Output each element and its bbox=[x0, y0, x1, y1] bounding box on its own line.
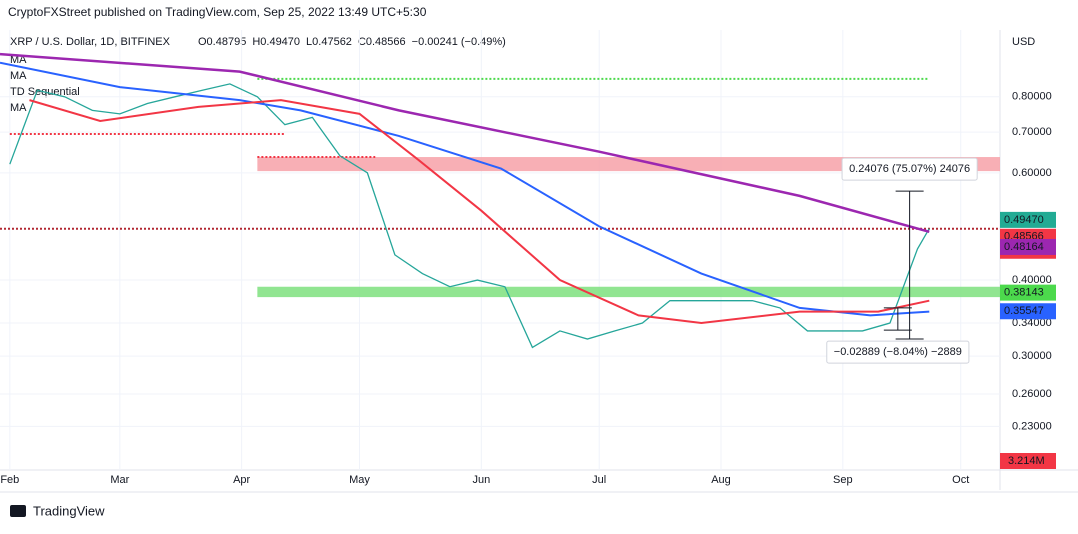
y-tick-label: 0.34000 bbox=[1012, 317, 1052, 329]
x-tick-label: Sep bbox=[833, 474, 853, 486]
ohlc: H0.49470 bbox=[252, 36, 300, 48]
indicator-label: MA bbox=[10, 102, 27, 114]
x-tick-label: Oct bbox=[952, 474, 969, 486]
ohlc: O0.48795 bbox=[198, 36, 246, 48]
price-label-box bbox=[1000, 238, 1056, 255]
measure-label: −0.02889 (−8.04%) −2889 bbox=[834, 346, 962, 358]
x-tick-label: May bbox=[349, 474, 370, 486]
measure-box bbox=[826, 340, 970, 364]
series-line bbox=[29, 99, 930, 325]
y-tick-label: 0.40000 bbox=[1012, 274, 1052, 286]
logo bbox=[10, 505, 26, 517]
zone bbox=[257, 286, 1000, 298]
price-label-box bbox=[1000, 284, 1056, 301]
x-tick-label: Feb bbox=[0, 474, 19, 486]
y-tick-label: 0.70000 bbox=[1012, 126, 1052, 138]
series-line bbox=[0, 52, 930, 234]
footer-brand: TradingView bbox=[33, 503, 105, 518]
publish-note: CryptoFXStreet published on TradingView.… bbox=[8, 5, 427, 19]
indicator-label: MA bbox=[10, 70, 27, 82]
price-label: 0.38143 bbox=[1004, 287, 1044, 299]
y-tick-label: 0.23000 bbox=[1012, 420, 1052, 432]
volume-label-box bbox=[1000, 453, 1056, 469]
series-line bbox=[0, 61, 930, 317]
zone bbox=[257, 157, 1000, 172]
currency: USD bbox=[1012, 36, 1035, 48]
price-label: 0.49470 bbox=[1004, 214, 1044, 226]
x-tick-label: Aug bbox=[711, 474, 731, 486]
volume-label: 3.214M bbox=[1008, 455, 1045, 467]
x-tick-label: Jul bbox=[592, 474, 606, 486]
y-tick-label: 0.80000 bbox=[1012, 91, 1052, 103]
price-label: 0.48164 bbox=[1004, 241, 1044, 253]
measure-box bbox=[841, 157, 978, 181]
price-label-box bbox=[1000, 211, 1056, 228]
series-line bbox=[9, 83, 930, 349]
x-tick-label: Jun bbox=[472, 474, 490, 486]
ohlc: C0.48566 bbox=[358, 36, 406, 48]
ohlc: −0.00241 (−0.49%) bbox=[412, 36, 506, 48]
price-label-box bbox=[1000, 303, 1056, 320]
ohlc: L0.47562 bbox=[306, 36, 352, 48]
measure-label: 0.24076 (75.07%) 24076 bbox=[849, 163, 970, 175]
price-label: 0.35547 bbox=[1004, 305, 1044, 317]
y-tick-label: 0.26000 bbox=[1012, 388, 1052, 400]
symbol: XRP / U.S. Dollar, 1D, BITFINEX bbox=[10, 36, 171, 48]
y-tick-label: 0.30000 bbox=[1012, 350, 1052, 362]
x-tick-label: Mar bbox=[110, 474, 129, 486]
y-tick-label: 0.60000 bbox=[1012, 167, 1052, 179]
x-tick-label: Apr bbox=[233, 474, 250, 486]
